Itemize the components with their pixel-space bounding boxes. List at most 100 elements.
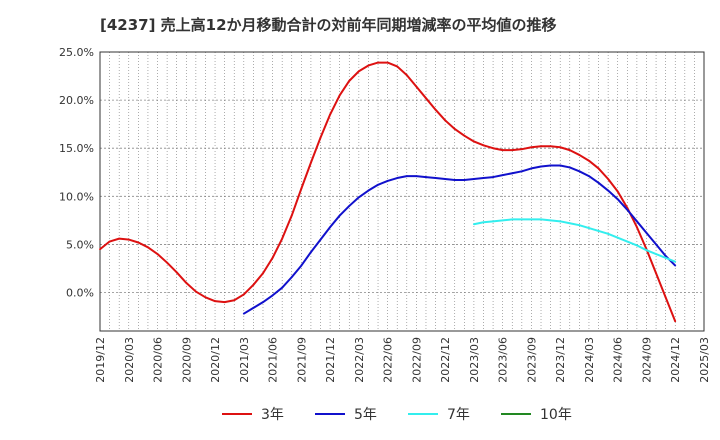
data-point	[405, 175, 408, 178]
data-point	[645, 249, 648, 252]
data-point	[482, 144, 485, 147]
data-point	[127, 238, 130, 241]
x-tick-label: 2019/12	[94, 337, 107, 383]
x-tick-label: 2020/09	[180, 337, 193, 383]
data-point	[492, 220, 494, 223]
x-tick-label: 2021/03	[238, 337, 251, 383]
data-point	[396, 177, 399, 179]
data-point	[357, 196, 360, 199]
y-tick-label: 5.0%	[66, 238, 94, 251]
data-point	[233, 299, 236, 302]
data-point	[511, 149, 514, 152]
data-point	[597, 230, 600, 232]
data-point	[444, 119, 447, 122]
data-point	[501, 219, 504, 222]
data-point	[377, 61, 379, 64]
data-point	[386, 180, 389, 182]
data-point	[578, 224, 581, 227]
data-point	[329, 226, 331, 228]
x-tick-label: 2020/12	[209, 337, 222, 383]
data-point	[674, 320, 677, 323]
data-point	[607, 189, 610, 192]
data-point	[242, 293, 245, 296]
data-point	[568, 166, 571, 169]
data-point	[242, 312, 245, 315]
data-point	[520, 148, 523, 151]
data-point	[290, 214, 293, 217]
x-tick-label: 2022/03	[353, 337, 366, 383]
x-tick-label: 2024/09	[640, 337, 653, 383]
y-tick-label: 25.0%	[59, 46, 94, 59]
data-point	[137, 241, 140, 244]
x-tick-label: 2022/12	[439, 337, 452, 383]
data-point	[568, 149, 571, 152]
data-point	[511, 172, 514, 175]
plot-frame	[99, 51, 705, 332]
x-tick-label: 2023/06	[497, 337, 510, 383]
data-point	[559, 146, 562, 149]
data-point	[329, 113, 331, 116]
data-point	[530, 218, 533, 221]
data-point	[310, 251, 312, 254]
data-point	[664, 256, 667, 259]
data-point	[453, 128, 456, 130]
data-point	[616, 190, 619, 193]
data-point	[310, 161, 312, 164]
y-tick-label: 10.0%	[59, 190, 94, 203]
data-point	[367, 189, 370, 192]
x-tick-label: 2021/09	[295, 337, 308, 383]
data-point	[664, 296, 667, 299]
data-point	[405, 74, 408, 76]
data-point	[319, 136, 322, 139]
data-point	[252, 283, 255, 286]
data-point	[300, 187, 303, 190]
legend-label: 5年	[354, 407, 377, 423]
data-point	[434, 177, 437, 179]
data-point	[338, 214, 341, 217]
x-tick-label: 2022/06	[382, 337, 395, 383]
data-point	[463, 179, 466, 181]
data-point	[482, 221, 485, 224]
data-point	[271, 256, 274, 259]
x-tick-label: 2024/12	[669, 337, 682, 383]
data-point	[204, 296, 207, 299]
data-point	[520, 218, 523, 221]
data-point	[319, 238, 322, 241]
x-tick-label: 2023/03	[468, 337, 481, 383]
data-point	[674, 264, 677, 267]
data-point	[674, 260, 677, 263]
data-point	[473, 223, 475, 226]
data-point	[415, 175, 418, 178]
data-point	[194, 290, 197, 293]
data-point	[588, 227, 590, 229]
data-point	[607, 232, 610, 235]
data-point	[118, 237, 121, 240]
data-point	[377, 183, 379, 186]
data-point	[540, 218, 542, 221]
data-point	[559, 164, 562, 167]
data-point	[616, 236, 619, 239]
data-point	[281, 286, 284, 289]
data-point	[338, 94, 341, 97]
data-point	[367, 64, 370, 67]
legend-label: 10年	[540, 407, 572, 423]
data-point	[597, 167, 600, 170]
data-point	[530, 146, 533, 149]
x-tick-label: 2020/03	[123, 337, 136, 383]
data-point	[463, 134, 466, 137]
data-point	[626, 240, 629, 243]
data-point	[166, 261, 169, 264]
data-point	[635, 226, 638, 228]
data-point	[214, 300, 216, 303]
x-tick-label: 2023/12	[554, 337, 567, 383]
data-point	[434, 108, 437, 111]
data-point	[357, 70, 360, 73]
data-point	[185, 281, 188, 284]
data-point	[396, 65, 399, 68]
data-point	[588, 159, 590, 162]
series-line-2	[473, 218, 676, 263]
y-tick-label: 20.0%	[59, 94, 94, 107]
data-point	[655, 253, 657, 255]
data-point	[108, 240, 111, 243]
data-point	[540, 145, 542, 148]
